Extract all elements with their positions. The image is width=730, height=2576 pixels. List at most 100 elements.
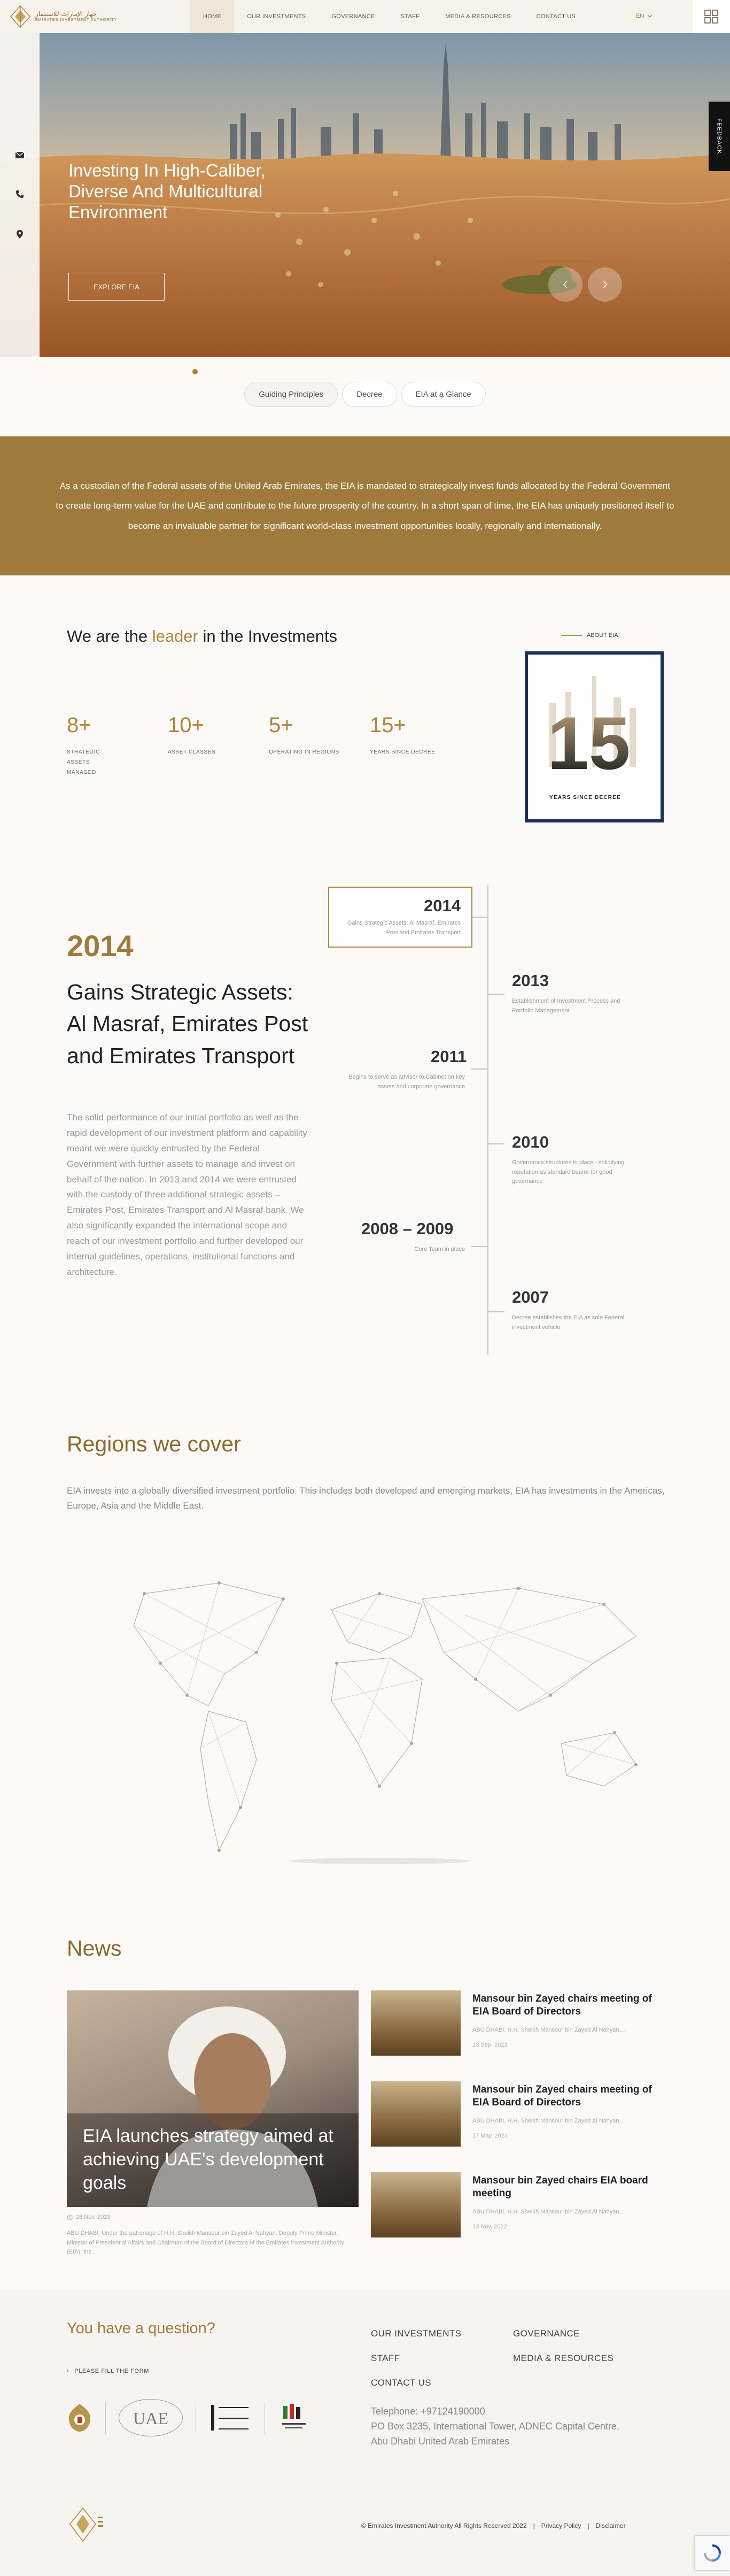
feedback-label: FEEDBACK xyxy=(716,118,723,155)
stat-years: 15+ YEARS SINCE DECREE xyxy=(370,713,450,757)
chevron-right-icon: › xyxy=(67,2368,69,2374)
stat-label: STRATEGIC ASSETS MANAGED xyxy=(67,749,100,775)
hero-next-button[interactable] xyxy=(588,267,622,302)
footer-legal: © Emirates Investment Authority All Righ… xyxy=(361,2522,626,2529)
apps-grid-button[interactable] xyxy=(693,0,730,33)
hero-prev-button[interactable] xyxy=(548,267,583,302)
email-icon[interactable] xyxy=(15,151,25,159)
info-tabs: Guiding Principles Decree EIA at a Glanc… xyxy=(0,382,730,407)
news-item-excerpt: ABU DHABI, H.H. Sheikh Mansour bin Zayed… xyxy=(472,2118,626,2124)
timeline-year-2008-2009[interactable]: 2008 – 2009 xyxy=(361,1219,454,1238)
partner-emblems: UAE xyxy=(67,2399,310,2436)
tab-guiding-principles[interactable]: Guiding Principles xyxy=(244,382,338,407)
timeline-tick xyxy=(488,994,504,995)
timeline-active-body: The solid performance of our initial por… xyxy=(67,1112,307,1277)
nav-contact-us[interactable]: CONTACT US xyxy=(536,13,576,20)
footer-link-media-resources[interactable]: MEDIA & RESOURCES xyxy=(513,2353,614,2363)
news-title: News xyxy=(67,1936,122,1960)
tab-eia-at-a-glance[interactable]: EIA at a Glance xyxy=(401,382,486,407)
timeline-tick xyxy=(471,1068,487,1070)
nav-governance[interactable]: GOVERNANCE xyxy=(331,13,375,20)
leader-heading-highlight: leader xyxy=(152,627,198,645)
uae-emblem-icon xyxy=(69,2404,90,2432)
footer-link-governance[interactable]: GOVERNANCE xyxy=(513,2328,580,2339)
nav-our-investments[interactable]: OUR INVESTMENTS xyxy=(247,13,306,20)
footer-telephone[interactable]: Telephone: +97124190000 xyxy=(371,2406,485,2417)
news-item[interactable]: Mansour bin Zayed chairs EIA board meeti… xyxy=(371,2172,670,2240)
timeline-year-2011[interactable]: 2011 xyxy=(431,1047,467,1066)
footer-link-contact-us[interactable]: CONTACT US xyxy=(371,2378,431,2388)
about-eia-link[interactable]: ABOUT EIA xyxy=(561,632,618,639)
year-of-sustainability-logo xyxy=(282,2404,306,2428)
slider-indicator[interactable] xyxy=(192,369,198,374)
skyline-image xyxy=(528,655,661,819)
news-item-excerpt: ABU DHABI, H.H. Sheikh Mansour bin Zayed… xyxy=(472,2027,626,2033)
logo-mark-icon xyxy=(10,5,31,28)
site-header: جهاز الإمارات للاستثمار EMIRATES INVESTM… xyxy=(0,0,730,33)
featured-news-image xyxy=(67,2006,359,2207)
footer-link-staff[interactable]: STAFF xyxy=(371,2353,400,2363)
timeline-active-card[interactable]: 2014 Gains Strategic Assets: Al Masraf, … xyxy=(328,887,472,948)
timeline-tick xyxy=(488,1143,504,1144)
tab-decree[interactable]: Decree xyxy=(342,382,397,407)
years-label: YEARS SINCE DECREE xyxy=(549,795,621,801)
featured-news-title: EIA launches strategy aimed at achieving… xyxy=(83,2126,333,2194)
world-map-graphic xyxy=(133,1581,638,1864)
hero-title: Investing In High-Caliber, Diverse And M… xyxy=(68,160,266,222)
location-pin-icon[interactable] xyxy=(16,229,24,239)
timeline-year-2013[interactable]: 2013 xyxy=(512,971,549,990)
news-item[interactable]: Mansour bin Zayed chairs meeting of EIA … xyxy=(371,2081,670,2149)
nav-home[interactable]: HOME xyxy=(190,0,235,33)
feedback-tab[interactable]: FEEDBACK xyxy=(709,102,730,171)
news-item-date: 13 Sep, 2023 xyxy=(472,2042,508,2048)
news-item-date: 17 May, 2023 xyxy=(472,2133,508,2139)
logo-text-english: EMIRATES INVESTMENT AUTHORITY xyxy=(35,18,118,22)
nav-staff[interactable]: STAFF xyxy=(400,13,420,20)
emblem-divider xyxy=(105,2402,106,2434)
footer-contact: Telephone: +97124190000 PO Box 3235, Int… xyxy=(371,2404,619,2449)
news-thumbnail xyxy=(371,2081,461,2147)
timeline-year-2007[interactable]: 2007 xyxy=(512,1288,549,1306)
uae-nation-brand-logo: UAE xyxy=(119,2399,183,2436)
fill-form-link[interactable]: › PLEASE FILL THE FORM xyxy=(67,2368,149,2374)
timeline-active-year: 2014 xyxy=(67,929,134,963)
stat-asset-classes: 10+ ASSET CLASSES xyxy=(168,713,248,757)
recaptcha-icon xyxy=(704,2544,721,2562)
language-selector[interactable]: EN xyxy=(636,13,653,19)
timeline-card-desc: Gains Strategic Assets: Al Masraf, Emira… xyxy=(347,920,461,936)
regions-title: Regions we cover xyxy=(67,1432,241,1456)
leader-heading: We are the leader in the Investments xyxy=(67,627,337,646)
phone-icon[interactable] xyxy=(15,190,24,198)
fill-form-label: PLEASE FILL THE FORM xyxy=(74,2368,150,2374)
explore-eia-button[interactable]: EXPLORE EIA xyxy=(68,273,165,301)
privacy-policy-link[interactable]: Privacy Policy xyxy=(541,2522,581,2529)
news-item-title: Mansour bin Zayed chairs meeting of EIA … xyxy=(472,2084,652,2108)
featured-news-card[interactable]: EIA launches strategy aimed at achieving… xyxy=(67,1990,359,2207)
logo-text-arabic: جهاز الإمارات للاستثمار xyxy=(35,10,97,18)
chevron-right-icon xyxy=(603,280,608,289)
mandate-band: As a custodian of the Federal assets of … xyxy=(0,436,730,575)
about-eia-label: ABOUT EIA xyxy=(587,632,618,639)
stat-label: OPERATING IN REGIONS xyxy=(269,749,339,755)
hero-banner xyxy=(0,33,730,357)
nav-media-resources[interactable]: MEDIA & RESOURCES xyxy=(445,13,511,20)
timeline-year-2010[interactable]: 2010 xyxy=(512,1133,549,1151)
leader-heading-end: in the Investments xyxy=(198,627,338,645)
timeline-desc-2007: Decree establishes the EIA as sole Feder… xyxy=(512,1314,625,1331)
recaptcha-badge[interactable] xyxy=(695,2536,730,2570)
social-sidebar xyxy=(0,33,40,357)
stat-number: 8+ xyxy=(67,713,91,737)
site-footer xyxy=(0,2289,730,2576)
logo[interactable]: جهاز الإمارات للاستثمار EMIRATES INVESTM… xyxy=(10,4,133,29)
stat-regions: 5+ OPERATING IN REGIONS xyxy=(269,713,349,757)
news-item-excerpt: ABU DHABI, H.H. Sheikh Mansour bin Zayed… xyxy=(472,2209,626,2215)
timeline-axis xyxy=(487,885,488,1355)
footer-logo[interactable] xyxy=(67,2506,104,2543)
stat-label: ASSET CLASSES xyxy=(168,749,216,755)
chevron-left-icon xyxy=(563,280,568,289)
disclaimer-link[interactable]: Disclaimer xyxy=(595,2522,626,2529)
footer-link-our-investments[interactable]: OUR INVESTMENTS xyxy=(371,2328,462,2339)
timeline-active-heading: Gains Strategic Assets: Al Masraf, Emira… xyxy=(67,980,308,1068)
footer-address-line-1: PO Box 3235, International Tower, ADNEC … xyxy=(371,2420,619,2432)
news-item[interactable]: Mansour bin Zayed chairs meeting of EIA … xyxy=(371,1990,670,2058)
